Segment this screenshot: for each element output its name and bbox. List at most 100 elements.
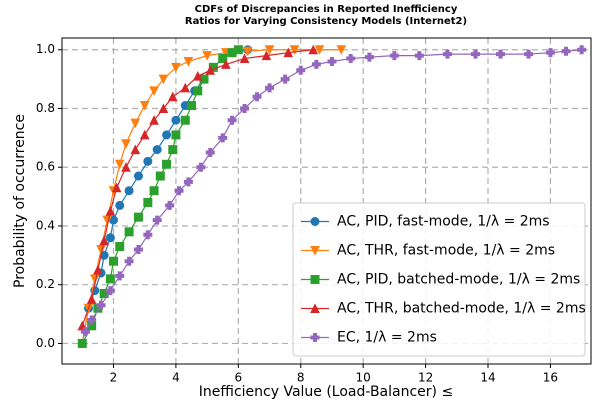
- marker: [289, 45, 300, 55]
- marker: [174, 186, 184, 196]
- marker: [193, 86, 203, 96]
- marker: [180, 82, 191, 93]
- marker: [308, 44, 319, 55]
- series-line: [81, 49, 248, 344]
- marker: [77, 338, 87, 348]
- marker: [105, 206, 116, 216]
- marker: [524, 49, 534, 59]
- marker: [252, 92, 262, 102]
- marker: [115, 200, 125, 210]
- marker: [124, 227, 134, 237]
- marker: [115, 271, 125, 281]
- marker: [168, 145, 178, 155]
- marker: [111, 182, 122, 193]
- marker: [240, 103, 250, 113]
- legend-label: AC, THR, fast-mode, 1/λ = 2ms: [337, 243, 555, 259]
- marker: [167, 91, 178, 102]
- marker: [495, 49, 505, 59]
- marker: [218, 54, 228, 64]
- marker: [205, 148, 215, 158]
- marker: [364, 52, 374, 62]
- marker: [414, 51, 424, 61]
- marker: [242, 46, 253, 57]
- y-tick-label: 0.6: [36, 160, 55, 174]
- marker: [196, 162, 206, 172]
- x-tick-label: 2: [110, 371, 118, 385]
- marker: [130, 118, 141, 129]
- marker: [171, 130, 181, 140]
- marker: [561, 46, 571, 56]
- marker: [139, 129, 150, 140]
- marker: [389, 51, 399, 61]
- marker: [218, 133, 228, 143]
- marker: [165, 200, 175, 210]
- y-tick-label: 0.8: [36, 101, 55, 115]
- series-line: [81, 49, 314, 327]
- chart-title: Ratios for Varying Consistency Models (I…: [185, 16, 467, 27]
- marker: [133, 171, 143, 181]
- marker: [205, 65, 216, 75]
- marker: [310, 333, 320, 342]
- marker: [99, 235, 109, 246]
- marker: [80, 327, 90, 337]
- marker: [183, 56, 194, 67]
- legend-label: AC, PID, fast-mode, 1/λ = 2ms: [337, 214, 550, 230]
- marker: [105, 286, 115, 296]
- y-tick-label: 0.2: [36, 277, 55, 291]
- marker: [143, 230, 153, 240]
- legend-label: EC, 1/λ = 2ms: [337, 330, 437, 346]
- marker: [152, 215, 162, 225]
- x-tick-label: 12: [418, 371, 433, 385]
- x-tick-label: 8: [297, 371, 305, 385]
- marker: [283, 47, 294, 58]
- marker: [180, 115, 190, 125]
- marker: [152, 145, 162, 155]
- marker: [577, 45, 587, 55]
- x-tick-label: 14: [480, 371, 495, 385]
- series-line: [81, 49, 239, 344]
- marker: [442, 49, 452, 59]
- marker: [121, 139, 131, 149]
- marker: [310, 217, 320, 226]
- marker: [171, 62, 181, 73]
- legend-box: [292, 202, 586, 357]
- marker: [314, 45, 325, 55]
- marker: [327, 56, 337, 66]
- y-tick-label: 0.4: [36, 218, 55, 232]
- marker: [264, 45, 275, 55]
- marker: [133, 212, 143, 222]
- marker: [155, 171, 165, 181]
- marker: [227, 115, 237, 125]
- chart-title: CDFs of Discrepancies in Reported Ineffi…: [195, 4, 458, 15]
- x-axis-label: Inefficiency Value (Load-Balancer) ≤: [199, 384, 453, 400]
- marker: [239, 53, 250, 64]
- y-tick-label: 1.0: [36, 42, 55, 56]
- marker: [183, 177, 193, 187]
- marker: [105, 233, 115, 243]
- marker: [139, 101, 150, 111]
- marker: [296, 65, 306, 75]
- marker: [124, 256, 134, 266]
- marker: [96, 300, 106, 310]
- marker: [192, 71, 203, 81]
- x-tick-label: 10: [356, 371, 371, 385]
- marker: [143, 156, 153, 166]
- y-tick-label: 0.0: [36, 336, 55, 350]
- marker: [310, 303, 320, 313]
- marker: [346, 54, 356, 64]
- marker: [187, 101, 197, 111]
- marker: [133, 244, 143, 254]
- marker: [310, 275, 320, 284]
- x-tick-label: 4: [172, 371, 180, 385]
- marker: [233, 45, 243, 55]
- x-tick-label: 16: [543, 371, 558, 385]
- series-line: [84, 49, 582, 332]
- marker: [149, 115, 159, 125]
- marker: [114, 159, 125, 170]
- marker: [130, 144, 141, 155]
- x-tick-label: 6: [235, 371, 243, 385]
- marker: [108, 256, 118, 266]
- legend-label: AC, THR, batched-mode, 1/λ = 2ms: [337, 301, 586, 317]
- marker: [310, 246, 320, 256]
